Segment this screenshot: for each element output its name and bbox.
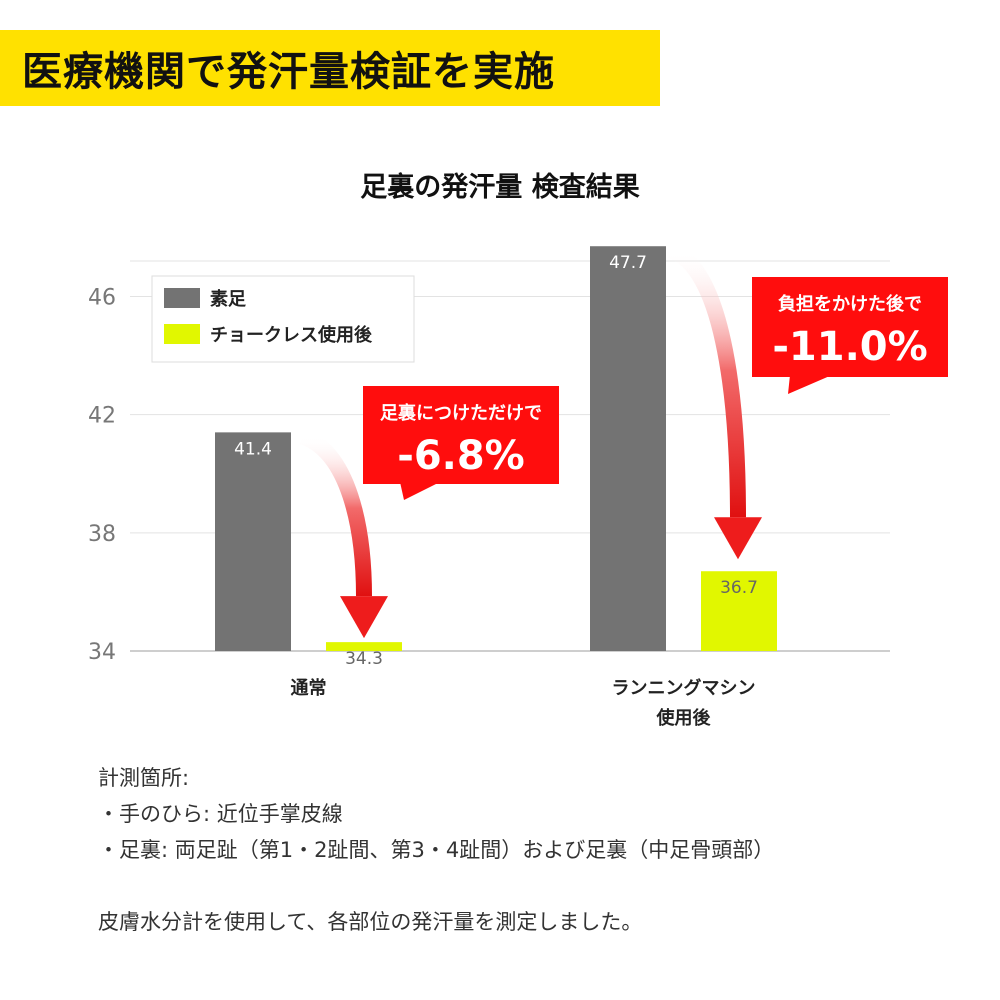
bar-product: [701, 571, 777, 651]
x-category-label: 使用後: [656, 707, 712, 729]
bar-bare: [590, 246, 666, 651]
callout-normal-box: [363, 386, 559, 484]
x-category-label: ランニングマシン: [612, 677, 756, 699]
decrease-arrow-normal-head: [340, 596, 388, 639]
bar-bare: [215, 432, 291, 651]
measurement-notes: 計測箇所: ・手のひら: 近位手掌皮線 ・足裏: 両足趾（第1・2趾間、第3・4…: [98, 760, 774, 940]
header-banner: 医療機関で発汗量検証を実施: [0, 30, 660, 106]
decrease-arrow-running-shaft: [666, 242, 746, 518]
callout-normal-percent: -6.8%: [397, 433, 525, 479]
bar-value-label: 34.3: [345, 649, 383, 669]
callout-normal-caption: 足裏につけただけで: [380, 402, 542, 424]
banner-title: 医療機関で発汗量検証を実施: [22, 49, 555, 95]
legend-label: 素足: [210, 289, 246, 310]
callout-running-tail: [788, 375, 832, 394]
bar-value-label: 41.4: [234, 439, 272, 459]
callout-normal-tail: [400, 482, 440, 500]
callout-running-caption: 負担をかけた後で: [778, 293, 922, 315]
y-tick-label: 46: [88, 285, 116, 310]
bar-value-label: 47.7: [609, 253, 647, 273]
notes-item-sole: ・足裏: 両足趾（第1・2趾間、第3・4趾間）および足裏（中足骨頭部）: [98, 838, 775, 862]
y-tick-label: 34: [88, 640, 116, 665]
legend-swatch: [164, 288, 200, 308]
y-tick-label: 42: [88, 404, 116, 429]
legend-label: チョークレス使用後: [210, 324, 373, 346]
chart-title: 足裏の発汗量 検査結果: [360, 172, 640, 203]
notes-item-palm: ・手のひら: 近位手掌皮線: [98, 802, 343, 826]
callout-running-box: [752, 277, 948, 377]
decrease-arrow-running-head: [714, 517, 762, 560]
bar-product: [326, 642, 402, 651]
y-tick-label: 38: [88, 522, 116, 547]
notes-heading: 計測箇所:: [98, 766, 190, 790]
decrease-arrow-normal-shaft: [298, 428, 372, 597]
legend-swatch: [164, 324, 200, 344]
notes-footer: 皮膚水分計を使用して、各部位の発汗量を測定しました。: [98, 910, 643, 934]
x-category-label: 通常: [291, 677, 327, 699]
bar-value-label: 36.7: [720, 578, 758, 598]
callout-running-percent: -11.0%: [772, 324, 927, 370]
